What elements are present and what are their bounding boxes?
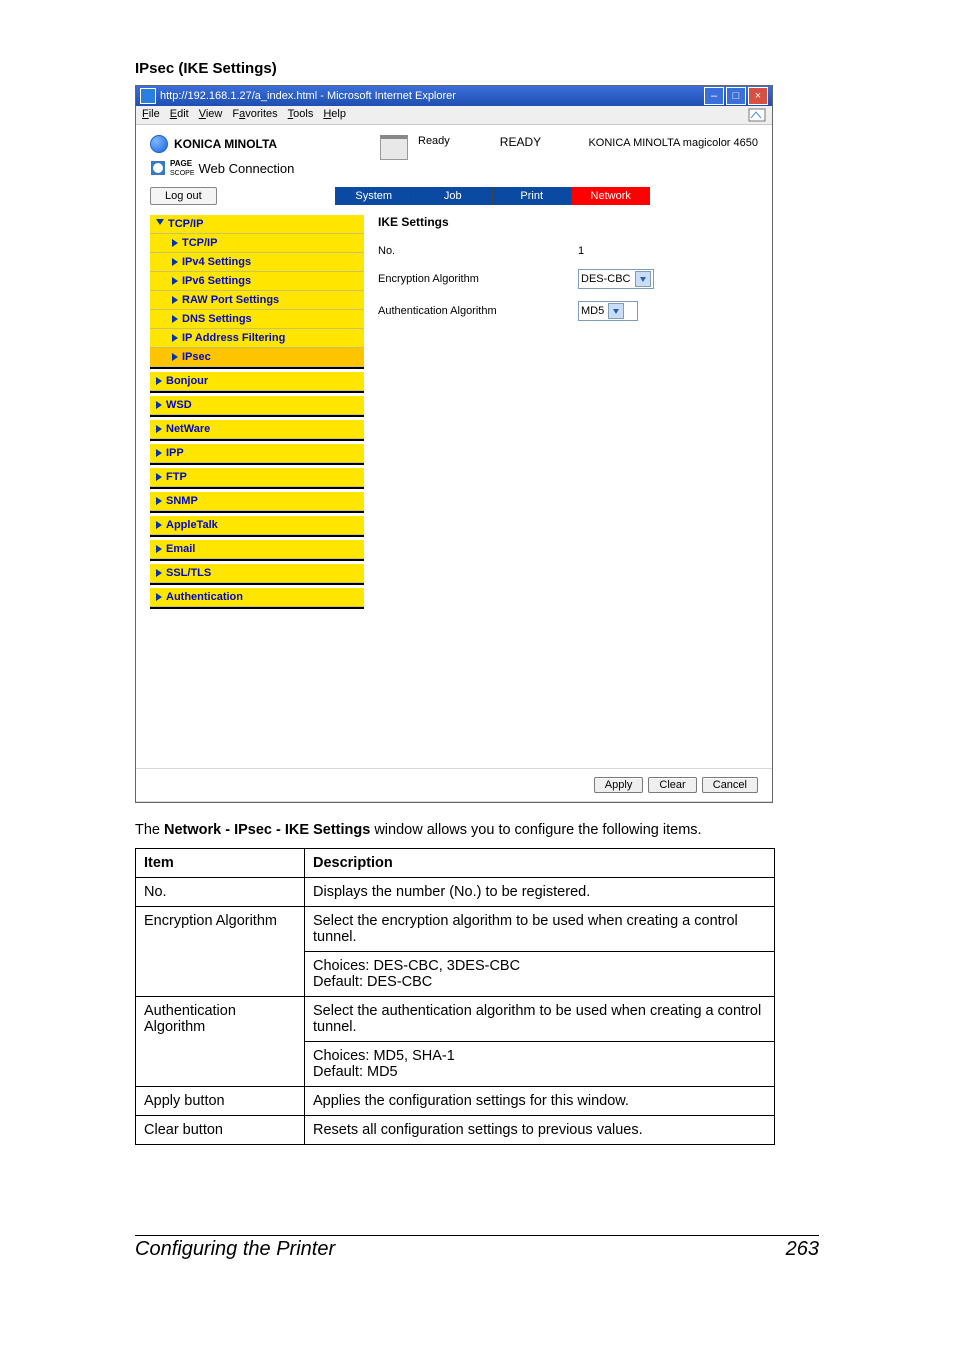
page-number: 263 xyxy=(786,1238,819,1261)
description-paragraph: The Network - IPsec - IKE Settings windo… xyxy=(135,821,819,840)
menu-tools[interactable]: Tools xyxy=(288,108,314,122)
label-auth: Authentication Algorithm xyxy=(378,305,578,317)
sidebar-item-ftp[interactable]: FTP xyxy=(150,468,364,487)
cell-enc-desc1: Select the encryption algorithm to be us… xyxy=(305,906,775,951)
cell-auth-desc2: Choices: MD5, SHA-1 Default: MD5 xyxy=(305,1041,775,1086)
printer-icon xyxy=(380,135,408,160)
tab-system[interactable]: System xyxy=(335,187,414,205)
apply-button[interactable]: Apply xyxy=(594,777,644,793)
col-item: Item xyxy=(136,848,305,877)
cell-auth-desc1: Select the authentication algorithm to b… xyxy=(305,996,775,1041)
cell-apply-desc: Applies the configuration settings for t… xyxy=(305,1086,775,1115)
cell-enc-desc2: Choices: DES-CBC, 3DES-CBC Default: DES-… xyxy=(305,951,775,996)
menu-file[interactable]: File xyxy=(142,108,160,122)
value-no: 1 xyxy=(578,245,584,257)
chevron-down-icon xyxy=(608,303,624,319)
label-enc: Encryption Algorithm xyxy=(378,273,578,285)
form-row-no: No. 1 xyxy=(378,239,758,263)
cell-enc: Encryption Algorithm xyxy=(136,906,305,996)
sidebar-item-netware[interactable]: NetWare xyxy=(150,420,364,439)
sidebar-item-ipv4[interactable]: IPv4 Settings xyxy=(150,253,364,272)
window-titlebar: http://192.168.1.27/a_index.html - Micro… xyxy=(136,86,772,106)
action-bar: Apply Clear Cancel xyxy=(136,768,772,802)
form-row-enc: Encryption Algorithm DES-CBC xyxy=(378,263,758,295)
model-label: KONICA MINOLTA magicolor 4650 xyxy=(588,135,758,149)
clear-button[interactable]: Clear xyxy=(648,777,696,793)
footer-title: Configuring the Printer xyxy=(135,1238,335,1261)
sidebar-item-email[interactable]: Email xyxy=(150,540,364,559)
dropdown-authentication[interactable]: MD5 xyxy=(578,301,638,321)
web-connection-label: Web Connection xyxy=(199,161,295,176)
menu-view[interactable]: View xyxy=(199,108,223,122)
pagescope-label: PAGE SCOPE xyxy=(170,159,195,177)
ie-throbber-icon xyxy=(748,108,766,122)
ready-status: READY xyxy=(500,135,541,149)
form-title: IKE Settings xyxy=(378,215,758,229)
sidebar: TCP/IP TCP/IP IPv4 Settings IPv6 Setting… xyxy=(150,215,364,612)
sidebar-item-ipp[interactable]: IPP xyxy=(150,444,364,463)
browser-screenshot: http://192.168.1.27/a_index.html - Micro… xyxy=(135,85,773,803)
sidebar-item-tcpip-group[interactable]: TCP/IP xyxy=(150,215,364,234)
form-row-auth: Authentication Algorithm MD5 xyxy=(378,295,758,327)
cell-clear: Clear button xyxy=(136,1115,305,1144)
label-no: No. xyxy=(378,245,578,257)
cell-no-desc: Displays the number (No.) to be register… xyxy=(305,877,775,906)
dropdown-authentication-value: MD5 xyxy=(581,305,604,317)
sidebar-item-dns[interactable]: DNS Settings xyxy=(150,310,364,329)
sidebar-item-ipsec[interactable]: IPsec xyxy=(150,348,364,367)
sidebar-item-ipv6[interactable]: IPv6 Settings xyxy=(150,272,364,291)
menubar: File Edit View Favorites Tools Help xyxy=(136,106,772,125)
dropdown-encryption-value: DES-CBC xyxy=(581,273,631,285)
cell-apply: Apply button xyxy=(136,1086,305,1115)
logout-button[interactable]: Log out xyxy=(150,187,217,205)
brand-logo xyxy=(150,135,168,153)
tab-network[interactable]: Network xyxy=(572,187,650,205)
chevron-down-icon xyxy=(635,271,651,287)
cell-clear-desc: Resets all configuration settings to pre… xyxy=(305,1115,775,1144)
menu-help[interactable]: Help xyxy=(323,108,346,122)
tab-job[interactable]: Job xyxy=(414,187,493,205)
sidebar-item-ssltls[interactable]: SSL/TLS xyxy=(150,564,364,583)
sidebar-item-bonjour[interactable]: Bonjour xyxy=(150,372,364,391)
ready-label: Ready xyxy=(418,135,450,147)
menu-edit[interactable]: Edit xyxy=(170,108,189,122)
cancel-button[interactable]: Cancel xyxy=(702,777,758,793)
settings-table: Item Description No. Displays the number… xyxy=(135,848,775,1145)
ie-favicon xyxy=(140,88,156,104)
close-button[interactable]: × xyxy=(748,87,768,105)
brand-name: KONICA MINOLTA xyxy=(174,137,277,151)
dropdown-encryption[interactable]: DES-CBC xyxy=(578,269,654,289)
cell-auth: Authentication Algorithm xyxy=(136,996,305,1086)
sidebar-item-wsd[interactable]: WSD xyxy=(150,396,364,415)
window-title: http://192.168.1.27/a_index.html - Micro… xyxy=(160,90,704,102)
cell-no: No. xyxy=(136,877,305,906)
pagescope-icon xyxy=(150,160,166,176)
sidebar-item-ipfilter[interactable]: IP Address Filtering xyxy=(150,329,364,348)
sidebar-item-appletalk[interactable]: AppleTalk xyxy=(150,516,364,535)
sidebar-item-snmp[interactable]: SNMP xyxy=(150,492,364,511)
maximize-button[interactable]: □ xyxy=(726,87,746,105)
sidebar-item-auth[interactable]: Authentication xyxy=(150,588,364,607)
tab-print[interactable]: Print xyxy=(493,187,572,205)
sidebar-item-rawport[interactable]: RAW Port Settings xyxy=(150,291,364,310)
sidebar-item-tcpip[interactable]: TCP/IP xyxy=(150,234,364,253)
menu-fav[interactable]: Favorites xyxy=(232,108,277,122)
col-desc: Description xyxy=(305,848,775,877)
section-heading: IPsec (IKE Settings) xyxy=(135,60,819,77)
minimize-button[interactable]: – xyxy=(704,87,724,105)
